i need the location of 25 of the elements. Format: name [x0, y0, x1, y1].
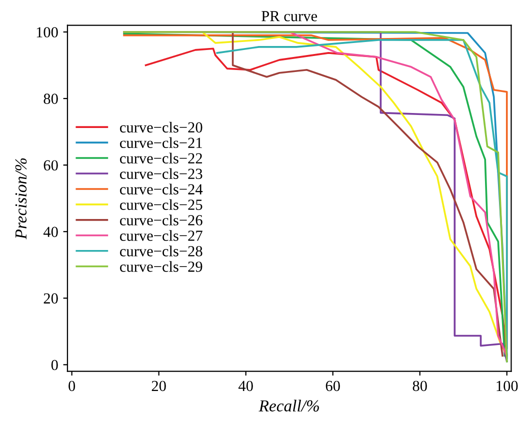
y-tick-label: 20 — [44, 293, 58, 304]
legend-label: curve−cls−21 — [120, 137, 202, 148]
y-tick-label: 40 — [43, 226, 58, 238]
y-tick-label: 0 — [51, 360, 58, 370]
x-tick-label: 40 — [238, 380, 253, 392]
x-tick-label: 0 — [68, 380, 76, 392]
legend-label: curve−cls−29 — [120, 261, 202, 272]
x-tick-label: 60 — [326, 380, 340, 392]
legend-label: curve−cls−25 — [120, 199, 202, 210]
y-axis-title: Precision/% — [15, 158, 27, 240]
x-tick-label: 100 — [496, 380, 518, 392]
legend-label: curve−cls−28 — [120, 246, 202, 256]
chart-title: PR curve — [262, 11, 318, 22]
legend-label: curve−cls−27 — [120, 230, 202, 241]
legend-label: curve−cls−22 — [120, 152, 202, 164]
legend-label: curve−cls−23 — [120, 168, 202, 179]
x-axis-title: Recall/% — [258, 400, 319, 412]
legend-label: curve−cls−24 — [120, 184, 203, 194]
legend-label: curve−cls−26 — [120, 214, 202, 226]
y-tick-label: 80 — [44, 94, 58, 104]
y-tick-label: 100 — [36, 27, 58, 38]
x-tick-label: 80 — [412, 380, 427, 392]
legend-label: curve−cls−20 — [120, 122, 202, 133]
x-tick-label: 20 — [152, 380, 166, 392]
y-tick-label: 60 — [44, 160, 58, 171]
